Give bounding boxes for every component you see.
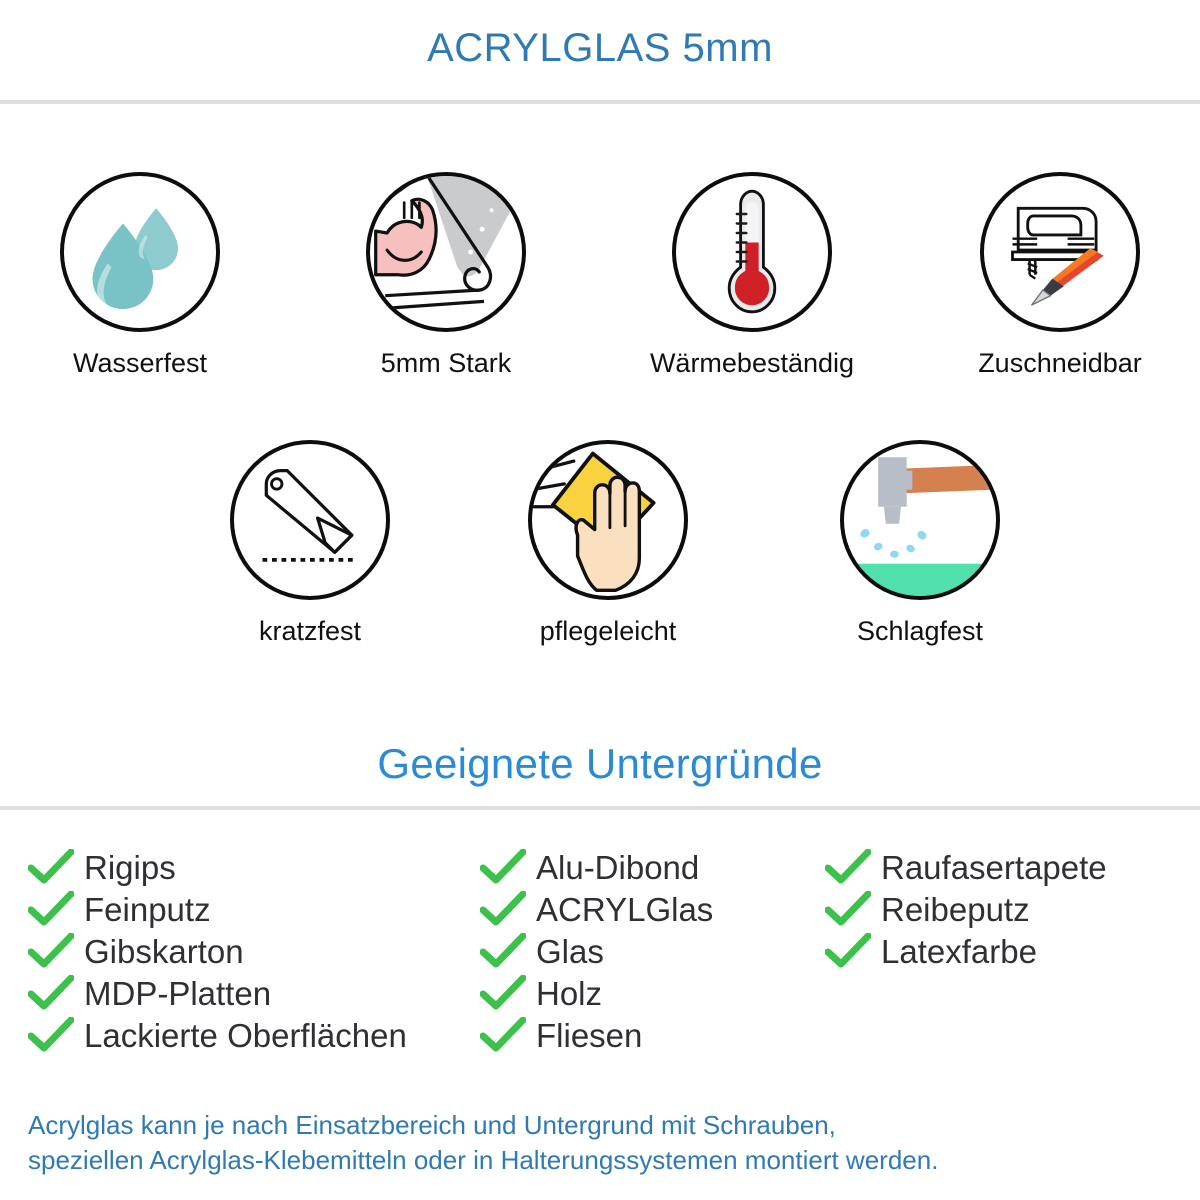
check-icon [480, 1017, 526, 1052]
footer-note: Acrylglas kann je nach Einsatzbereich un… [28, 1108, 1188, 1179]
list-item: Raufasertapete [825, 846, 1200, 888]
check-icon [480, 849, 526, 884]
list-item: Holz [480, 972, 825, 1014]
check-icon [480, 975, 526, 1010]
check-icon [825, 849, 871, 884]
list-item: ACRYLGlas [480, 888, 825, 930]
footer-line-1: Acrylglas kann je nach Einsatzbereich un… [28, 1110, 836, 1140]
feature-badge-5mm-stark: 5mm Stark [336, 172, 556, 379]
feature-circle [980, 172, 1140, 332]
feature-label: Schlagfest [856, 616, 984, 646]
list-item-label: Feinputz [84, 890, 211, 928]
page-title: ACRYLGLAS 5mm [427, 26, 773, 70]
check-icon [28, 933, 74, 968]
feature-circle [528, 440, 688, 600]
feature-circle [230, 440, 390, 600]
check-icon [28, 891, 74, 926]
divider-top [0, 100, 1200, 104]
check-icon [825, 933, 871, 968]
list-item-label: Lackierte Oberflächen [84, 1016, 407, 1054]
thermometer-icon [727, 189, 777, 314]
feature-circle [672, 172, 832, 332]
check-icon [28, 849, 74, 884]
divider-middle [0, 806, 1200, 810]
feature-badge-zuschneidbar: Zuschneidbar [950, 172, 1170, 379]
substrate-column-1: Rigips Feinputz Gibskarton MDP-Platten L… [0, 846, 480, 1056]
feature-label: Wärmebeständig [649, 348, 855, 378]
jigsaw-cutter-icon [1011, 206, 1104, 306]
list-item-label: Holz [536, 974, 603, 1012]
list-item-label: Raufasertapete [881, 848, 1107, 886]
list-item-label: Glas [536, 932, 604, 970]
list-item: Gibskarton [28, 930, 480, 972]
check-icon [825, 891, 871, 926]
feature-circle [366, 172, 526, 332]
list-item: Fliesen [480, 1014, 825, 1056]
list-item-label: Alu-Dibond [536, 848, 700, 886]
list-item-label: Gibskarton [84, 932, 244, 970]
list-item-label: Fliesen [536, 1016, 643, 1054]
list-item-label: ACRYLGlas [536, 890, 714, 928]
hammer-impact-icon [844, 457, 996, 596]
check-icon [28, 975, 74, 1010]
feature-label: kratzfest [258, 616, 362, 646]
list-item-label: Reibeputz [881, 890, 1030, 928]
list-item: Latexfarbe [825, 930, 1200, 972]
feature-badge-wasserfest: Wasserfest [30, 172, 250, 379]
feature-badge-pflegeleicht: pflegeleicht [498, 440, 718, 647]
feature-badge-schlagfest: Schlagfest [810, 440, 1030, 647]
list-item: Feinputz [28, 888, 480, 930]
list-item: Glas [480, 930, 825, 972]
water-drops-icon [92, 208, 178, 309]
flexed-bicep-icon [374, 176, 522, 311]
list-item: Lackierte Oberflächen [28, 1014, 480, 1056]
section-title-substrates: Geeignete Untergründe [377, 740, 823, 787]
check-icon [28, 1017, 74, 1052]
substrate-checklist: Rigips Feinputz Gibskarton MDP-Platten L… [0, 846, 1200, 1056]
check-icon [480, 933, 526, 968]
feature-badge-waermebestaendig: Wärmebeständig [642, 172, 862, 379]
feature-label: Zuschneidbar [978, 348, 1142, 378]
hand-cloth-icon [532, 451, 656, 593]
list-item-label: MDP-Platten [84, 974, 272, 1012]
feature-label: 5mm Stark [380, 348, 512, 378]
cutter-knife-icon [262, 468, 354, 562]
list-item: Reibeputz [825, 888, 1200, 930]
feature-badge-kratzfest: kratzfest [200, 440, 420, 647]
substrate-column-2: Alu-Dibond ACRYLGlas Glas Holz Fliesen [480, 846, 825, 1056]
feature-label: pflegeleicht [539, 616, 677, 646]
list-item: Rigips [28, 846, 480, 888]
list-item: MDP-Platten [28, 972, 480, 1014]
list-item-label: Rigips [84, 848, 176, 886]
feature-circle [60, 172, 220, 332]
list-item-label: Latexfarbe [881, 932, 1037, 970]
list-item: Alu-Dibond [480, 846, 825, 888]
footer-line-2: speziellen Acrylglas-Klebemitteln oder i… [28, 1145, 939, 1176]
check-icon [480, 891, 526, 926]
substrate-column-3: Raufasertapete Reibeputz Latexfarbe [825, 846, 1200, 1056]
feature-circle [840, 440, 1000, 600]
feature-label: Wasserfest [72, 348, 208, 378]
